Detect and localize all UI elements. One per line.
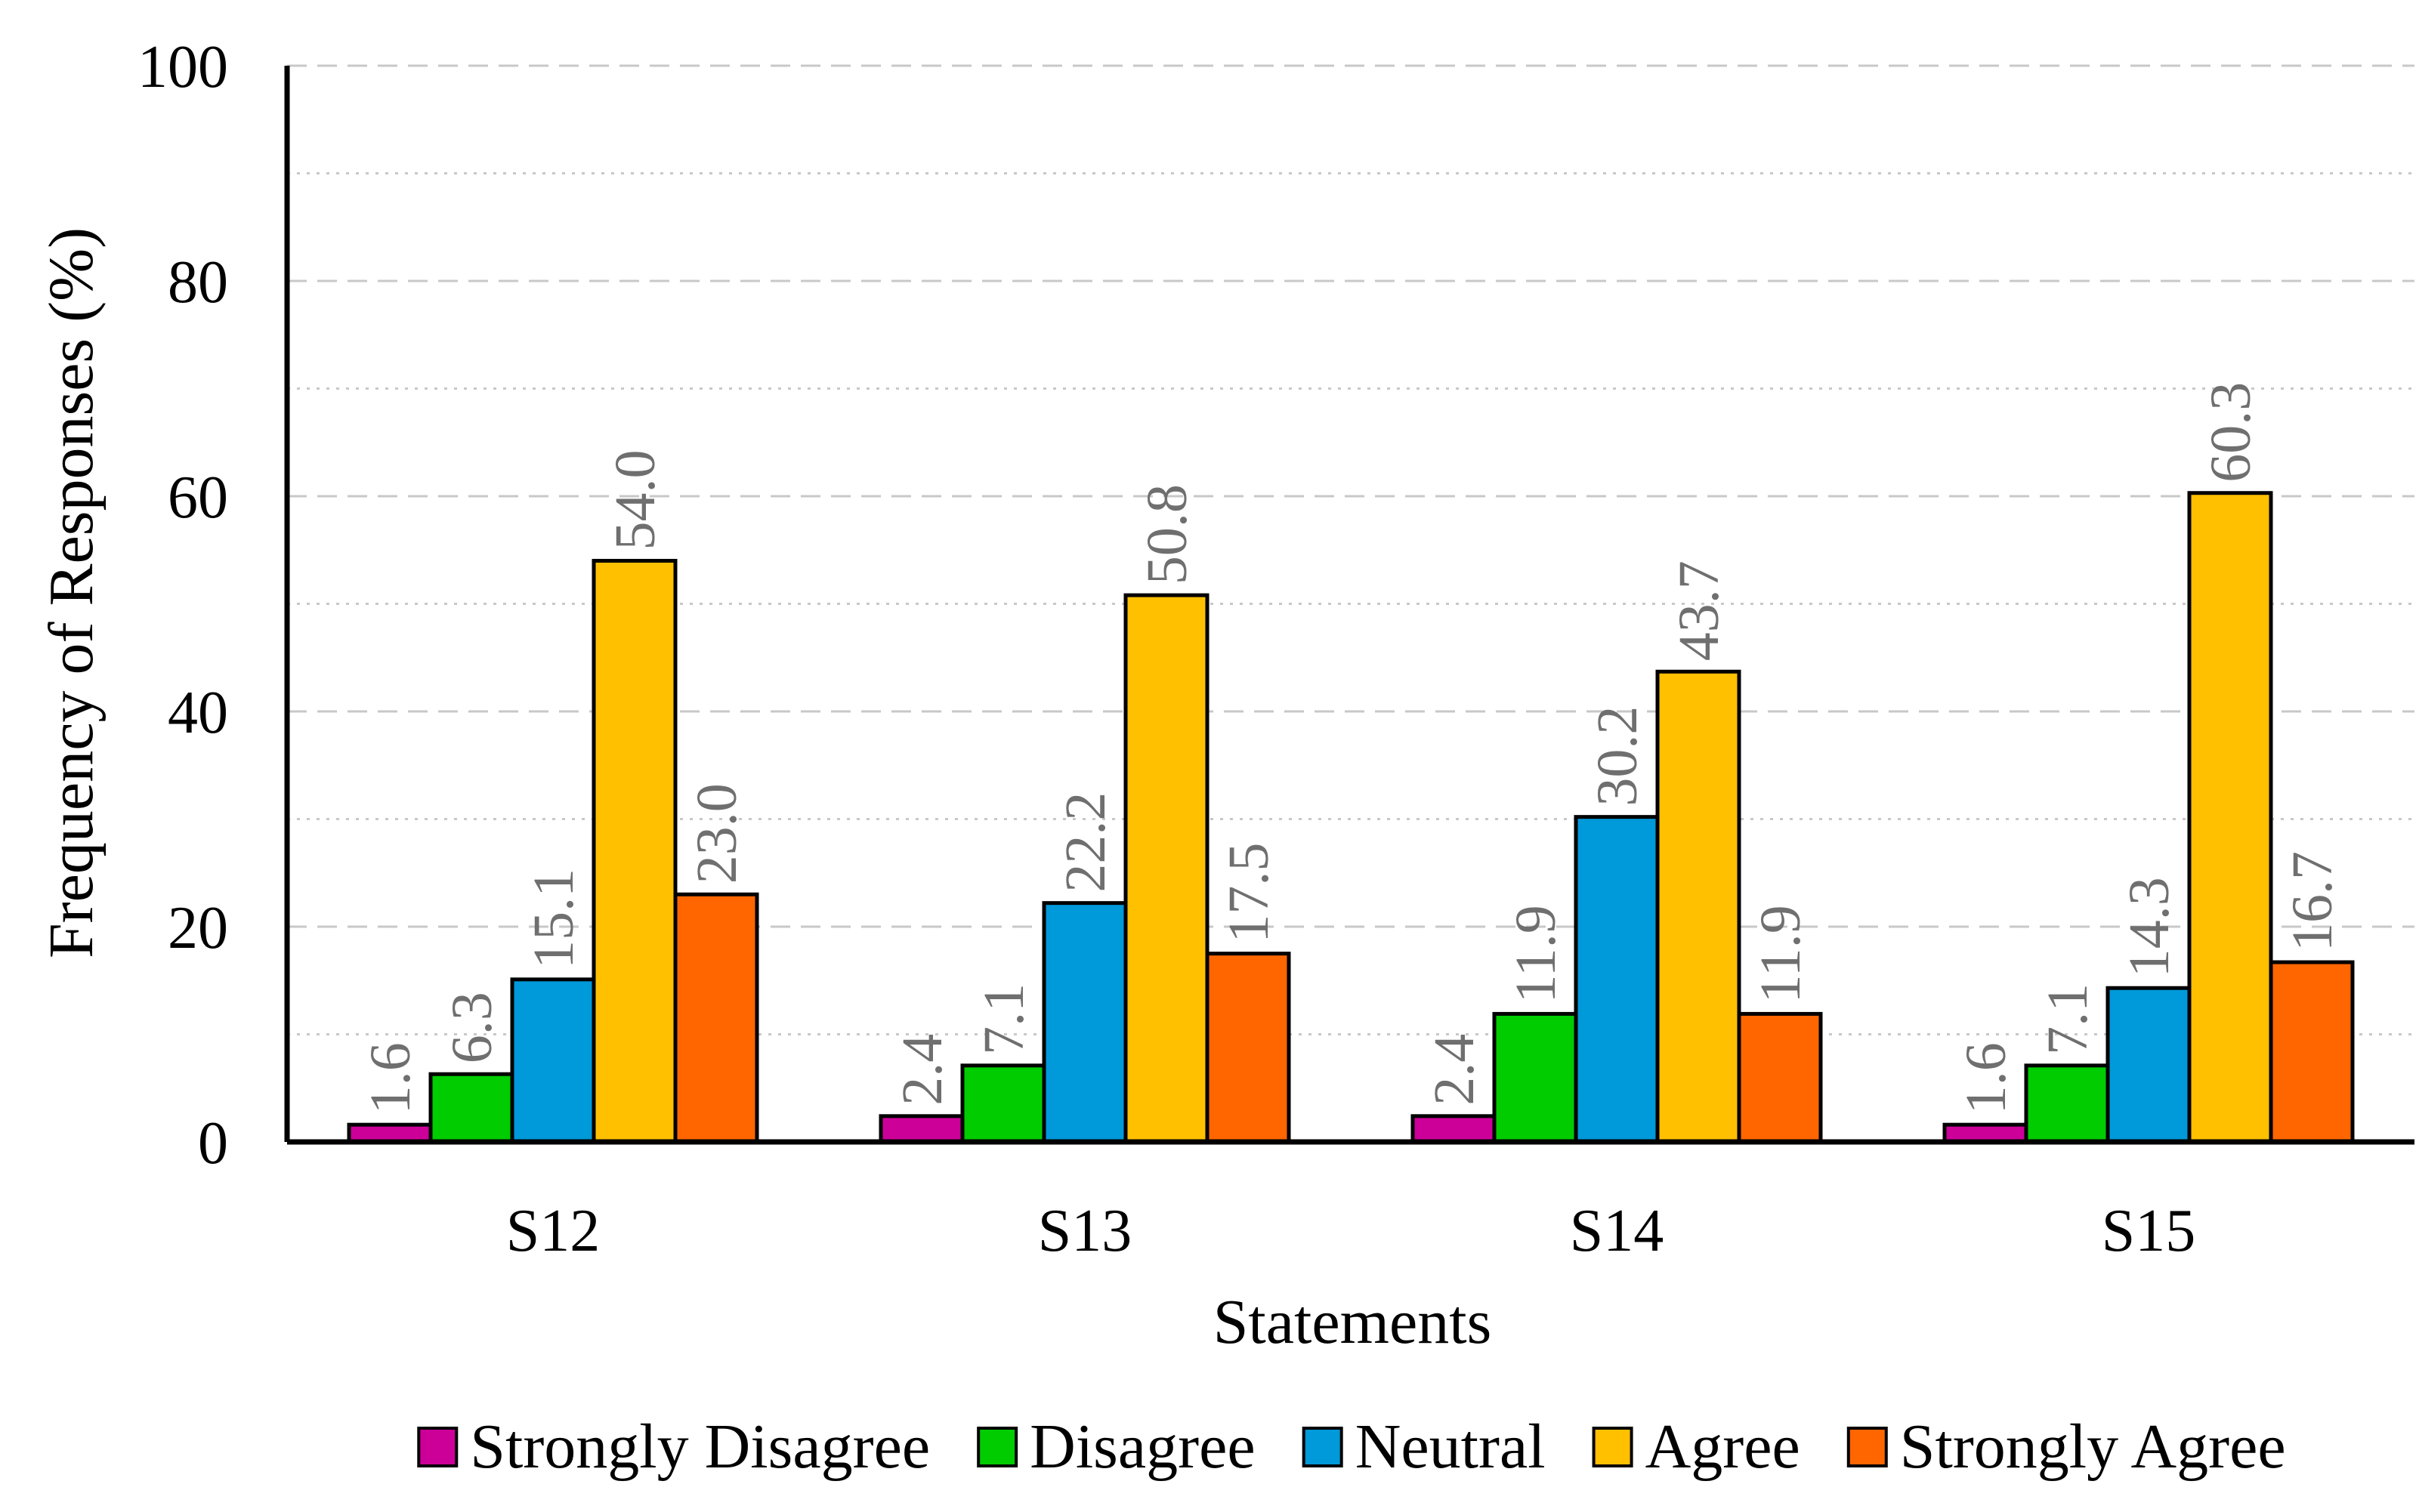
x-tick-label: S15 <box>2102 1198 2196 1264</box>
legend-label: Strongly Disagree <box>470 1412 930 1482</box>
data-label: 43.7 <box>1667 560 1731 661</box>
data-labels: 1.6 6.3 15.1 54.0 23.0 2.4 7.1 22.2 50.8 17.5 2.4 1… <box>359 382 2344 1114</box>
legend-label: Strongly Agree <box>1900 1412 2286 1482</box>
bar-neutral-s12 <box>510 977 596 1144</box>
legend-swatch <box>417 1427 459 1467</box>
bar-disagree-s13 <box>960 1063 1046 1144</box>
bar-agree-s15 <box>2187 491 2273 1144</box>
data-label: 2.4 <box>891 1034 954 1106</box>
axes <box>284 66 2414 1145</box>
y-tick-labels: 0 20 40 60 80 100 <box>137 34 228 1177</box>
y-tick-label: 20 <box>168 895 228 961</box>
legend-item-strongly-disagree: Strongly Disagree <box>417 1412 930 1482</box>
x-tick-label: S12 <box>506 1198 601 1264</box>
legend-swatch <box>1592 1427 1633 1467</box>
data-label: 11.9 <box>1749 905 1812 1003</box>
x-tick-label: S14 <box>1570 1198 1664 1264</box>
y-tick-label: 100 <box>137 34 228 100</box>
data-label: 14.3 <box>2118 877 2181 977</box>
legend-item-disagree: Disagree <box>977 1412 1256 1482</box>
bar-strongly-agree-s14 <box>1737 1011 1823 1144</box>
legend-swatch <box>1302 1427 1343 1467</box>
bar-neutral-s15 <box>2105 986 2192 1144</box>
data-label: 1.6 <box>1954 1042 2018 1114</box>
legend-item-agree: Agree <box>1592 1412 1800 1482</box>
data-label: 11.9 <box>1504 905 1568 1003</box>
legend-item-strongly-agree: Strongly Agree <box>1846 1412 2286 1482</box>
bar-strongly-agree-s13 <box>1205 952 1291 1144</box>
data-label: 7.1 <box>972 983 1036 1055</box>
data-label: 17.5 <box>1217 843 1281 943</box>
data-label: 16.7 <box>2281 851 2344 952</box>
bar-neutral-s14 <box>1574 815 1660 1144</box>
bar-strongly-agree-s15 <box>2269 960 2355 1144</box>
bar-strongly-agree-s12 <box>673 892 759 1144</box>
bar-agree-s13 <box>1123 593 1210 1144</box>
bar-agree-s14 <box>1655 669 1741 1144</box>
legend-label: Agree <box>1645 1412 1800 1482</box>
y-tick-label: 0 <box>198 1110 228 1177</box>
y-axis-title: Frequency of Responses (%) <box>36 227 107 958</box>
x-tick-labels: S12 S13 S14 S15 <box>506 1198 2196 1264</box>
data-label: 22.2 <box>1054 792 1117 893</box>
data-label: 30.2 <box>1586 706 1649 807</box>
legend-swatch <box>1846 1427 1888 1467</box>
y-tick-label: 40 <box>168 680 228 746</box>
legend-item-neutral: Neutral <box>1302 1412 1546 1482</box>
bar-disagree-s14 <box>1492 1011 1578 1144</box>
data-label: 2.4 <box>1423 1034 1486 1106</box>
data-label: 60.3 <box>2199 382 2263 483</box>
bar-disagree-s15 <box>2024 1063 2110 1144</box>
y-tick-label: 80 <box>168 249 228 316</box>
bar-agree-s12 <box>592 559 678 1144</box>
y-tick-label: 60 <box>168 464 228 531</box>
data-label: 54.0 <box>604 450 667 551</box>
bar-strongly-disagree-s14 <box>1410 1114 1497 1144</box>
data-label: 7.1 <box>2036 983 2099 1055</box>
x-tick-label: S13 <box>1038 1198 1132 1264</box>
legend: Strongly Disagree Disagree Neutral Agree Str… <box>417 1412 2286 1482</box>
bar-strongly-disagree-s13 <box>879 1114 965 1144</box>
bar-disagree-s12 <box>428 1072 514 1144</box>
x-axis-title: Statements <box>1213 1287 1492 1357</box>
legend-label: Neutral <box>1355 1412 1546 1482</box>
bars <box>347 491 2355 1144</box>
legend-swatch <box>977 1427 1018 1467</box>
data-label: 1.6 <box>359 1042 422 1114</box>
data-label: 23.0 <box>685 783 749 884</box>
data-label: 6.3 <box>440 992 504 1063</box>
bar-neutral-s13 <box>1042 901 1128 1144</box>
data-label: 50.8 <box>1135 484 1199 585</box>
data-label: 15.1 <box>522 869 585 969</box>
legend-label: Disagree <box>1030 1412 1256 1482</box>
